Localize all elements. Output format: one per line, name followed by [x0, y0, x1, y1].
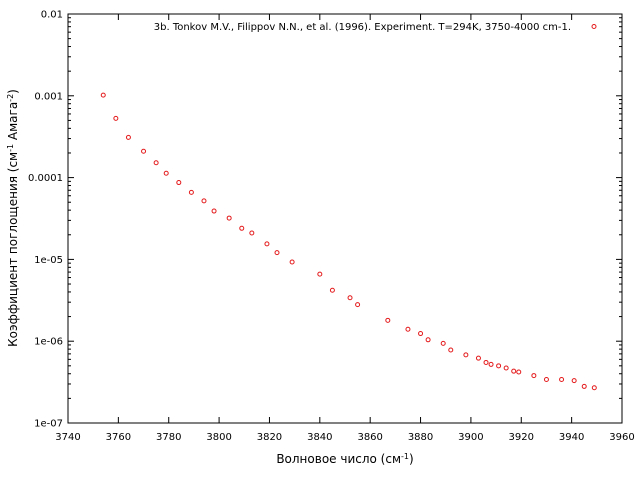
- x-tick-label: 3860: [357, 432, 382, 443]
- x-tick-label: 3760: [106, 432, 131, 443]
- data-point: [385, 317, 391, 323]
- data-point: [425, 337, 431, 343]
- x-axis-ticks: 3740 3760 3780 3800 3820 3840 3860 3880 3900 3920…: [55, 14, 635, 443]
- data-point: [440, 340, 446, 346]
- data-point: [239, 225, 245, 231]
- y-axis-title-sup2: -2: [6, 94, 15, 102]
- x-tick-label: 3900: [458, 432, 483, 443]
- x-tick-label: 3960: [609, 432, 634, 443]
- data-point: [100, 92, 106, 98]
- y-tick-label: 0.001: [34, 91, 63, 102]
- data-point: [543, 377, 549, 383]
- data-point: [125, 134, 131, 140]
- data-point: [496, 363, 502, 369]
- data-point: [531, 373, 537, 379]
- legend: 3b. Tonkov M.V., Filippov N.N., et al. (…: [154, 22, 597, 33]
- data-point: [347, 295, 353, 301]
- x-tick-label: 3880: [408, 432, 433, 443]
- x-axis-title-main: Волновое число (см: [276, 452, 401, 466]
- data-point: [418, 331, 424, 337]
- x-tick-label: 3920: [509, 432, 534, 443]
- data-point: [249, 230, 255, 236]
- y-axis-ticks: 1e-07 1e-06 1e-05 0.0001 0.001 0.01: [28, 10, 622, 430]
- data-point: [483, 359, 489, 365]
- data-point: [448, 347, 454, 353]
- y-tick-label: 1e-06: [34, 337, 63, 348]
- plot-frame: [67, 13, 623, 424]
- data-point: [113, 115, 119, 121]
- x-tick-label: 3740: [55, 432, 80, 443]
- data-point: [211, 208, 217, 214]
- data-point: [141, 148, 147, 154]
- legend-label: 3b. Tonkov M.V., Filippov N.N., et al. (…: [154, 22, 571, 33]
- x-tick-label: 3800: [206, 432, 231, 443]
- x-tick-label: 3940: [559, 432, 584, 443]
- data-point: [463, 352, 469, 358]
- data-point: [163, 170, 169, 176]
- data-point: [591, 385, 597, 391]
- data-point: [274, 250, 280, 256]
- data-points: [100, 92, 597, 391]
- data-point: [511, 368, 517, 374]
- data-point: [329, 287, 335, 293]
- data-point: [405, 326, 411, 332]
- y-tick-label: 0.0001: [28, 173, 63, 184]
- data-point: [176, 180, 182, 186]
- data-point: [488, 361, 494, 367]
- x-tick-label: 3840: [307, 432, 332, 443]
- data-point: [475, 355, 481, 361]
- data-point: [559, 377, 565, 383]
- y-axis-title-end: ): [6, 89, 20, 94]
- y-tick-label: 1e-07: [34, 419, 63, 430]
- data-point: [264, 241, 270, 247]
- data-point: [201, 198, 207, 204]
- x-axis-title-sup: -1: [401, 452, 409, 461]
- data-point: [153, 160, 159, 166]
- data-point: [355, 302, 361, 308]
- y-axis-title-sup1: -1: [6, 144, 15, 152]
- y-axis-title-main: Коэффициент поглощения (см: [6, 152, 20, 347]
- data-point: [503, 365, 509, 371]
- y-axis-title: Коэффициент поглощения (см-1 Амага-2): [6, 89, 21, 347]
- y-tick-label: 1e-05: [34, 255, 63, 266]
- y-tick-label: 0.01: [41, 10, 63, 21]
- data-point: [581, 383, 587, 389]
- y-axis-title-mid: Амага: [6, 102, 20, 144]
- data-point: [571, 378, 577, 384]
- data-point: [226, 215, 232, 221]
- x-axis-title-end: ): [409, 452, 414, 466]
- legend-marker: [591, 24, 597, 29]
- data-point: [516, 369, 522, 375]
- x-axis-title: Волновое число (см-1): [276, 452, 413, 467]
- x-tick-label: 3820: [257, 432, 282, 443]
- x-tick-label: 3780: [156, 432, 181, 443]
- data-point: [317, 271, 323, 277]
- data-point: [289, 259, 295, 265]
- data-point: [188, 189, 194, 195]
